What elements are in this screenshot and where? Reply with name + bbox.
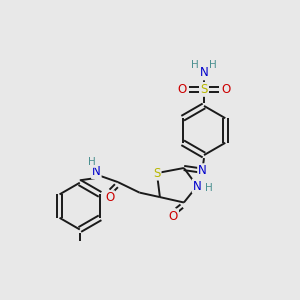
Text: N: N <box>193 179 202 193</box>
Text: S: S <box>153 167 161 180</box>
Text: N: N <box>200 66 208 80</box>
Text: N: N <box>92 165 101 178</box>
Text: H: H <box>209 60 217 70</box>
Text: S: S <box>200 83 208 96</box>
Text: O: O <box>221 83 230 96</box>
Text: N: N <box>198 164 207 177</box>
Text: O: O <box>178 83 187 96</box>
Text: O: O <box>105 191 114 204</box>
Text: O: O <box>169 209 178 223</box>
Text: H: H <box>191 60 199 70</box>
Text: H: H <box>88 157 96 167</box>
Text: H: H <box>205 183 212 194</box>
